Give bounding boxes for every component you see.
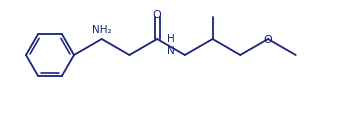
Text: H
N: H N [167, 34, 175, 56]
Text: NH₂: NH₂ [92, 25, 112, 35]
Text: O: O [264, 35, 273, 45]
Text: O: O [153, 10, 162, 20]
